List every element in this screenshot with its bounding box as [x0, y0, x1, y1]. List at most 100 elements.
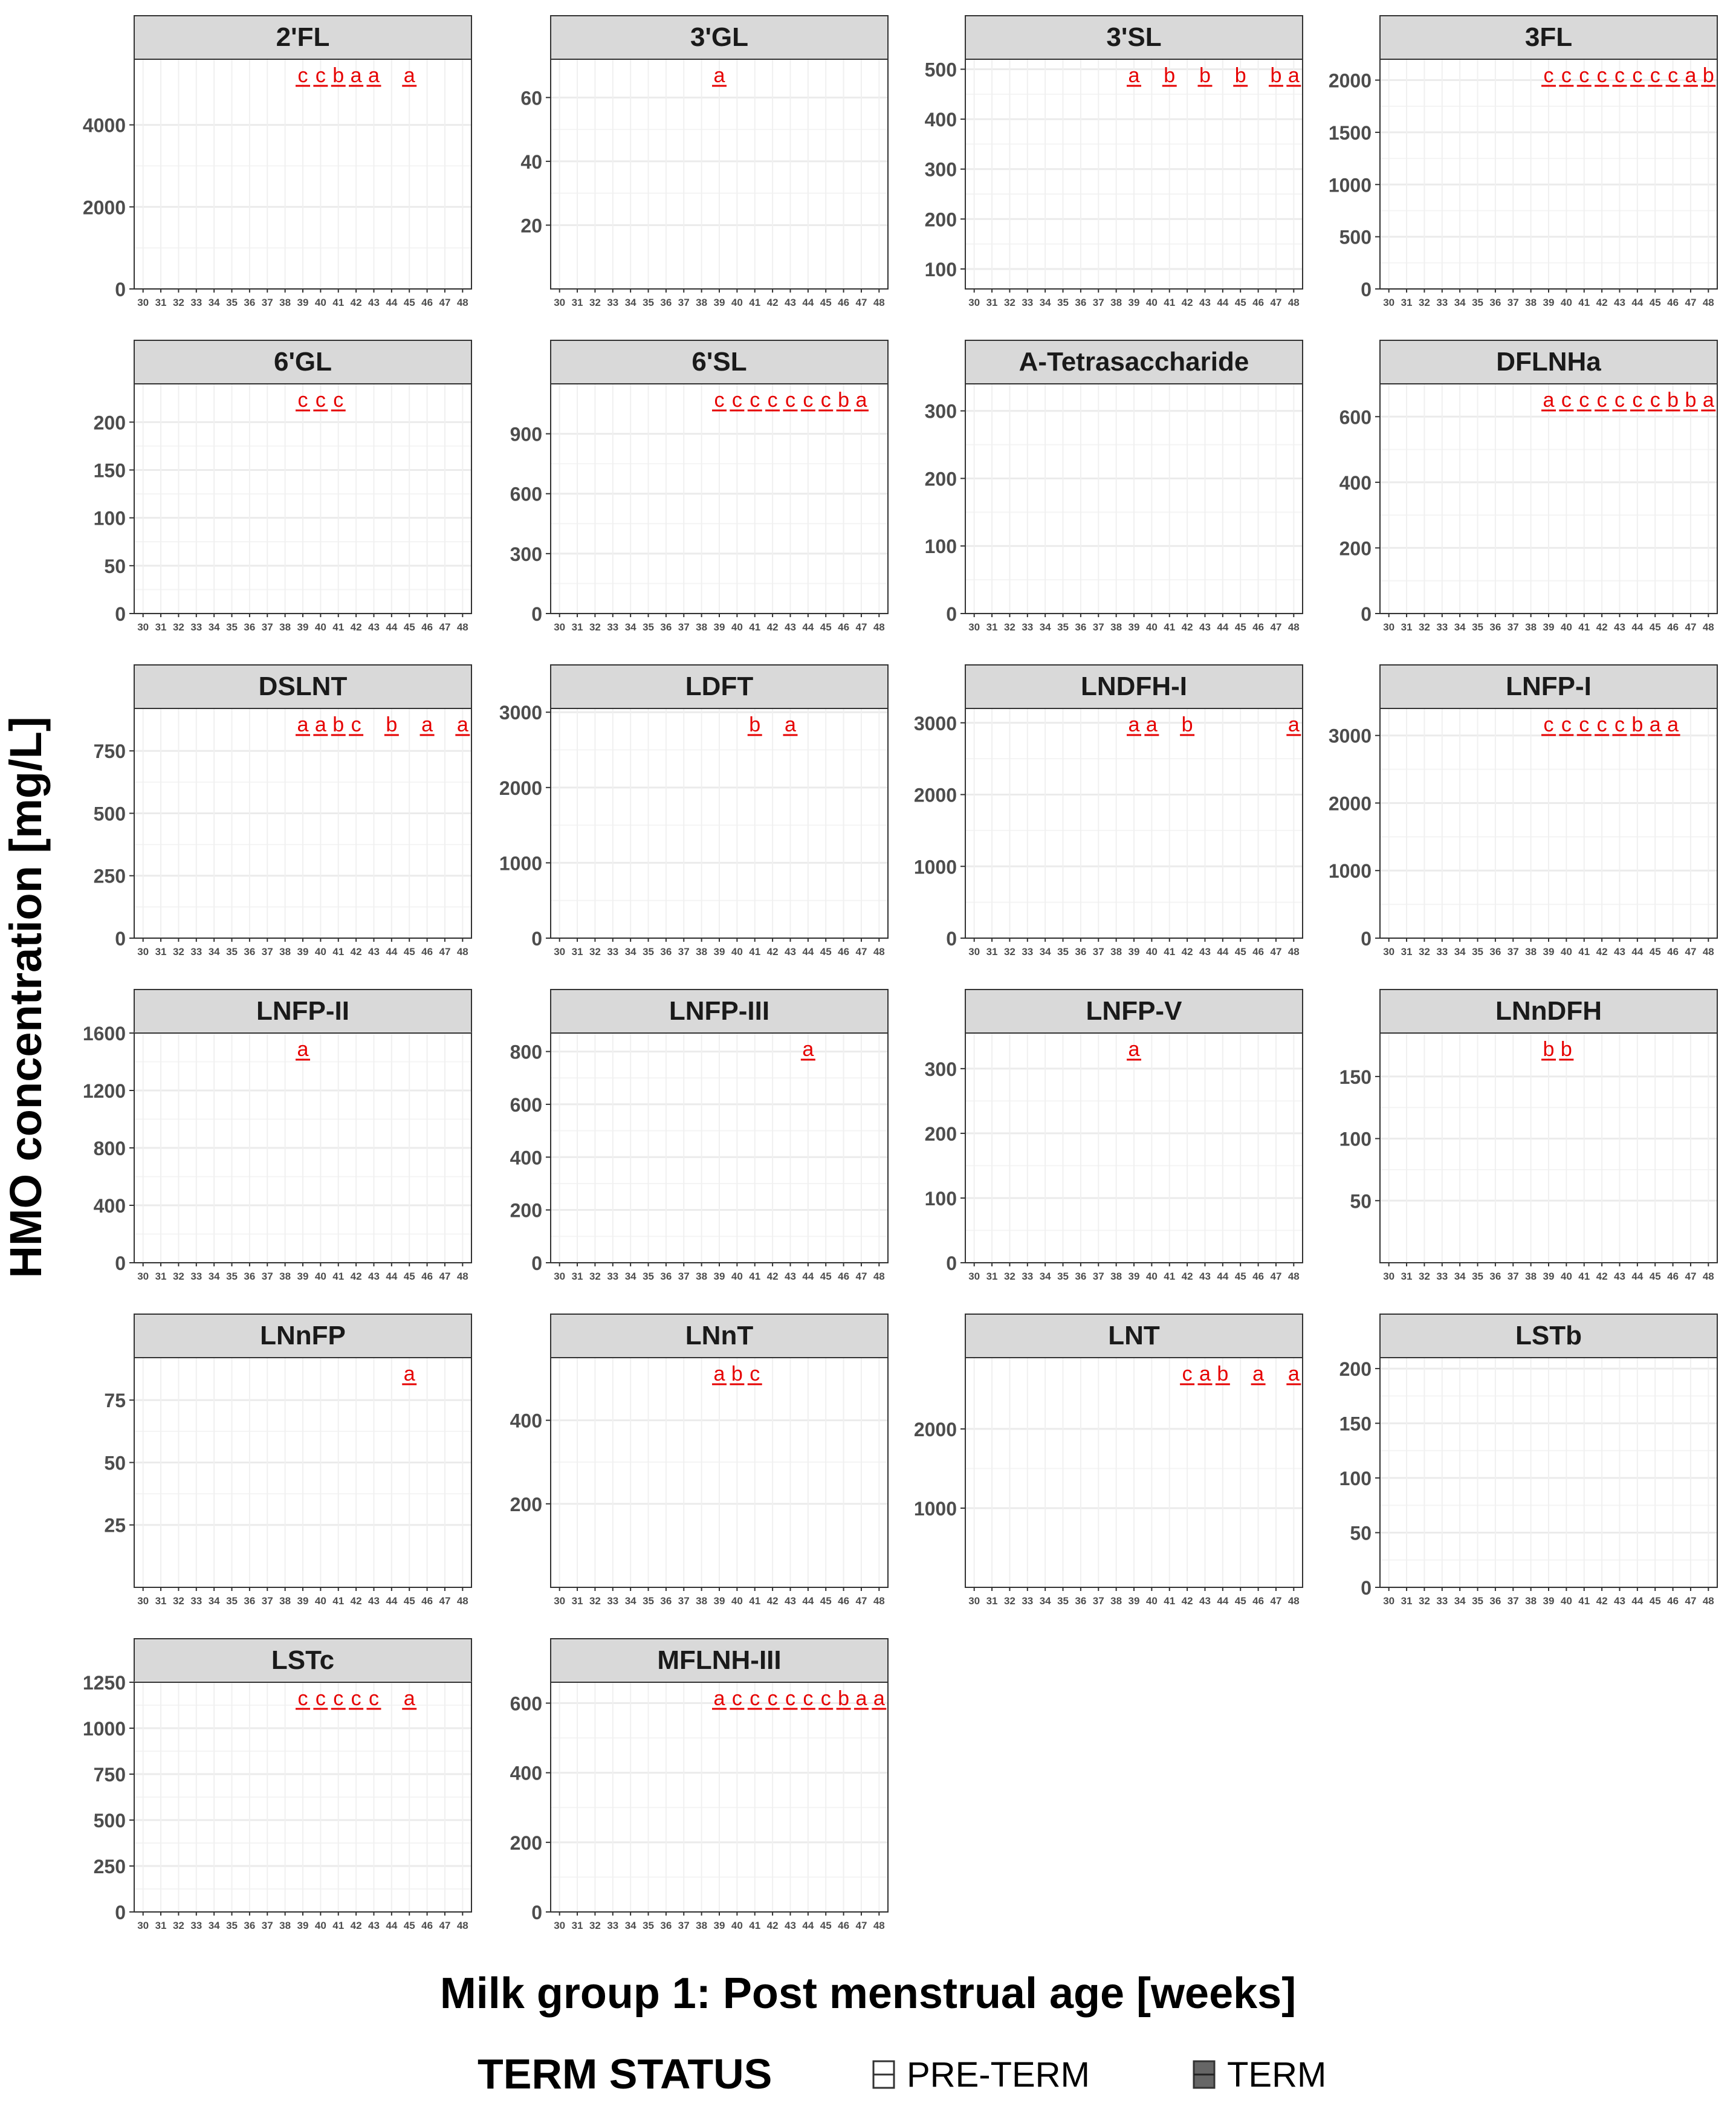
- x-tick-label: 44: [1631, 297, 1643, 308]
- x-tick-label: 42: [1182, 1271, 1193, 1282]
- x-tick-label: 39: [714, 297, 725, 308]
- x-tick-label: 39: [297, 946, 309, 957]
- x-tick-label: 47: [1685, 1595, 1696, 1607]
- x-tick-label: 37: [1508, 1595, 1519, 1607]
- x-tick-label: 39: [714, 946, 725, 957]
- y-tick-label: 20: [520, 215, 542, 236]
- y-tick-label: 200: [925, 209, 957, 230]
- x-tick-label: 40: [731, 1595, 743, 1607]
- x-tick-label: 30: [1383, 297, 1394, 308]
- x-tick-label: 38: [696, 1595, 707, 1607]
- panel-title: LNnFP: [260, 1321, 346, 1350]
- x-tick-label: 32: [589, 621, 601, 633]
- panel-a-tetrasaccharide: A-Tetrasaccharide 0 100 200 300 30 31 32 33 34 35 3…: [925, 340, 1303, 633]
- x-tick-label: 36: [1075, 621, 1086, 633]
- y-tick-label: 0: [1361, 1577, 1372, 1599]
- x-tick-label: 40: [1561, 621, 1572, 633]
- x-tick-label: 30: [968, 1271, 980, 1282]
- panel-header: [550, 1638, 889, 1683]
- x-tick-label: 47: [855, 621, 867, 633]
- x-tick-label: 43: [1199, 1595, 1211, 1607]
- y-tick-label: 600: [510, 1693, 542, 1715]
- significance-label: b: [386, 713, 397, 736]
- panel-dflnha: DFLNHa 0 200 400 600 30 31 32 33 34 35 36 37 38 39 40 41…: [1339, 340, 1718, 633]
- panel-lnfp-v: LNFP-V 0 100 200 300 30 31 32 33 34 35 36 37 38 39 40 41…: [925, 989, 1303, 1282]
- significance-label: b: [1217, 1362, 1228, 1385]
- significance-label: b: [1164, 64, 1175, 87]
- x-tick-label: 32: [589, 1920, 601, 1931]
- x-tick-label: 40: [731, 297, 743, 308]
- y-tick-label: 2000: [1329, 70, 1372, 92]
- panel-title: LSTb: [1515, 1321, 1582, 1350]
- significance-label: a: [1667, 713, 1679, 736]
- x-tick-label: 30: [137, 946, 149, 957]
- x-tick-label: 30: [968, 1595, 980, 1607]
- x-tick-label: 40: [731, 1271, 743, 1282]
- y-tick-label: 200: [510, 1832, 542, 1854]
- x-tick-label: 47: [439, 1595, 450, 1607]
- significance-label: c: [785, 389, 795, 412]
- panel-lnnt: LNnT 200 400 30 31 32 33 34 35 36 37 38 39 40 41 42 43 44…: [510, 1314, 889, 1607]
- panel-header: [134, 1638, 472, 1683]
- x-tick-label: 41: [332, 1920, 344, 1931]
- x-tick-label: 43: [368, 946, 380, 957]
- x-tick-label: 33: [190, 297, 202, 308]
- panel-title: DFLNHa: [1496, 347, 1601, 377]
- significance-label: c: [1615, 389, 1625, 412]
- x-tick-label: 35: [1472, 946, 1483, 957]
- panel-3fl: 3FL 0 500 1000 1500 2000 30 31 32 33 34 35 36 37 38 39 4…: [1329, 15, 1718, 308]
- x-tick-label: 40: [1146, 1595, 1158, 1607]
- y-tick-label: 0: [115, 279, 126, 300]
- x-tick-label: 39: [1543, 1271, 1555, 1282]
- x-tick-label: 45: [404, 621, 415, 633]
- x-tick-label: 48: [457, 1595, 468, 1607]
- x-tick-label: 40: [1146, 621, 1158, 633]
- panel-title: LNnT: [685, 1321, 754, 1350]
- x-tick-label: 44: [802, 1271, 814, 1282]
- y-tick-label: 250: [94, 1856, 126, 1877]
- x-tick-label: 35: [226, 297, 238, 308]
- x-tick-label: 40: [315, 1271, 326, 1282]
- x-tick-label: 46: [1667, 1595, 1679, 1607]
- significance-label: a: [714, 1362, 725, 1385]
- y-tick-label: 200: [1339, 537, 1372, 559]
- significance-label: c: [803, 1687, 813, 1710]
- x-tick-label: 32: [1419, 1595, 1430, 1607]
- x-tick-label: 47: [439, 946, 450, 957]
- x-tick-label: 47: [439, 297, 450, 308]
- y-tick-label: 75: [104, 1390, 126, 1411]
- x-tick-label: 33: [1436, 1595, 1448, 1607]
- x-tick-label: 35: [643, 297, 654, 308]
- significance-label: a: [404, 64, 415, 87]
- x-tick-label: 43: [1614, 1271, 1625, 1282]
- x-tick-label: 32: [1419, 946, 1430, 957]
- y-tick-label: 0: [115, 928, 126, 950]
- x-tick-label: 35: [1057, 946, 1069, 957]
- y-tick-label: 50: [1350, 1523, 1372, 1544]
- x-tick-label: 31: [155, 297, 167, 308]
- x-tick-label: 35: [1057, 621, 1069, 633]
- x-tick-label: 38: [1525, 621, 1537, 633]
- y-tick-label: 400: [1339, 472, 1372, 494]
- x-tick-label: 41: [332, 621, 344, 633]
- x-tick-label: 42: [1596, 621, 1608, 633]
- y-tick-label: 600: [510, 1094, 542, 1116]
- x-tick-label: 30: [137, 297, 149, 308]
- x-tick-label: 38: [696, 1271, 707, 1282]
- x-tick-label: 43: [785, 1920, 796, 1931]
- x-tick-label: 32: [1419, 1271, 1430, 1282]
- x-tick-label: 44: [1631, 1271, 1643, 1282]
- y-tick-label: 50: [104, 556, 126, 577]
- y-tick-label: 2000: [914, 1419, 957, 1440]
- panel-border: [134, 1032, 472, 1263]
- x-tick-label: 42: [1182, 1595, 1193, 1607]
- x-tick-label: 48: [873, 297, 885, 308]
- y-tick-label: 3000: [499, 702, 542, 724]
- x-tick-label: 30: [1383, 621, 1394, 633]
- x-tick-label: 43: [368, 1271, 380, 1282]
- x-tick-label: 41: [1164, 1271, 1175, 1282]
- x-tick-label: 37: [678, 1271, 690, 1282]
- significance-label: b: [1270, 64, 1281, 87]
- x-tick-label: 37: [1093, 297, 1104, 308]
- x-tick-label: 41: [749, 946, 760, 957]
